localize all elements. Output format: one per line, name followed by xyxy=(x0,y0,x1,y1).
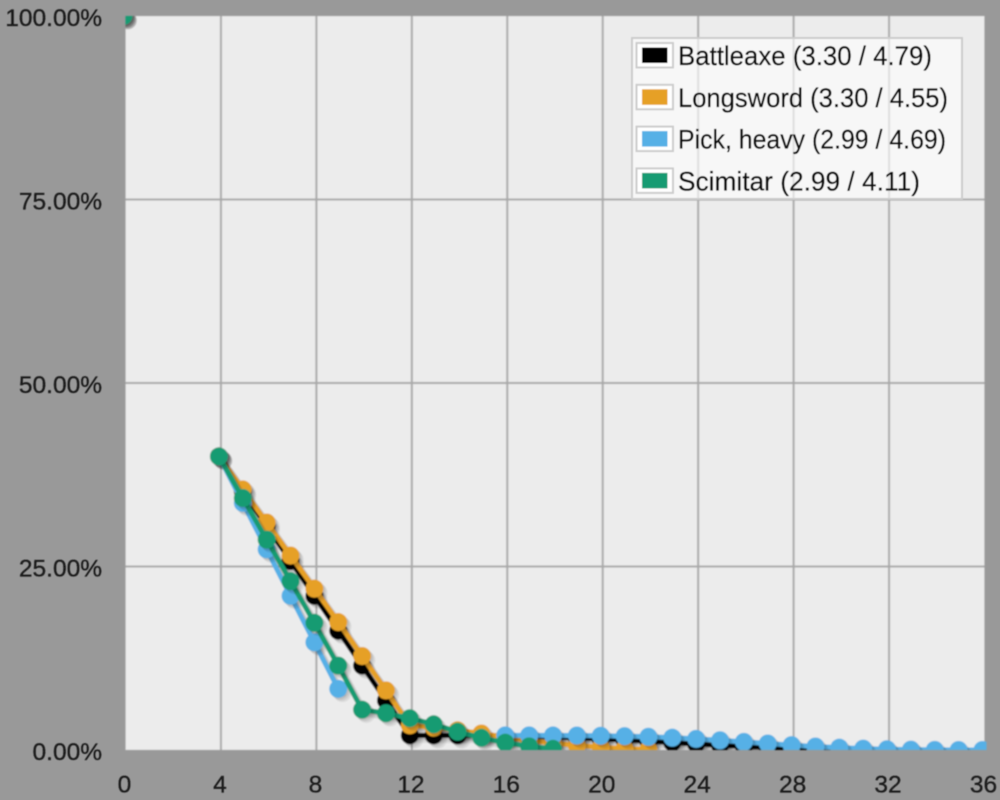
svg-text:Longsword (3.30 / 4.55): Longsword (3.30 / 4.55) xyxy=(678,83,948,113)
svg-text:0.00%: 0.00% xyxy=(33,739,102,766)
svg-text:25.00%: 25.00% xyxy=(19,556,102,583)
svg-text:24: 24 xyxy=(684,772,711,799)
svg-text:28: 28 xyxy=(779,772,806,799)
svg-text:12: 12 xyxy=(397,772,424,799)
svg-text:0: 0 xyxy=(118,772,132,799)
svg-text:75.00%: 75.00% xyxy=(19,189,102,216)
svg-text:100.00%: 100.00% xyxy=(5,5,102,32)
svg-text:4: 4 xyxy=(213,772,227,799)
svg-text:32: 32 xyxy=(874,772,901,799)
svg-text:Scimitar (2.99 / 4.11): Scimitar (2.99 / 4.11) xyxy=(678,166,920,196)
svg-text:Pick, heavy (2.99 / 4.69): Pick, heavy (2.99 / 4.69) xyxy=(678,125,946,155)
svg-text:50.00%: 50.00% xyxy=(19,372,102,399)
svg-text:Battleaxe (3.30 / 4.79): Battleaxe (3.30 / 4.79) xyxy=(678,41,932,71)
svg-text:8: 8 xyxy=(309,772,323,799)
svg-text:20: 20 xyxy=(588,772,615,799)
svg-text:16: 16 xyxy=(493,772,520,799)
svg-text:36: 36 xyxy=(970,772,997,799)
